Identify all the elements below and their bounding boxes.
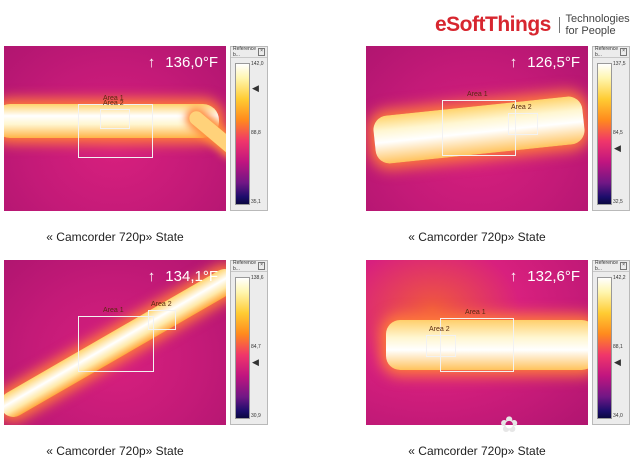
- area-2-label: Area 2: [511, 104, 532, 111]
- thermal-image: ↑ 126,5°F Area 1 Area 2: [366, 46, 588, 211]
- temperature-value: 136,0°F: [165, 54, 218, 71]
- scale-min: 30,9: [251, 413, 261, 419]
- max-temperature: ↑ 134,1°F: [148, 268, 218, 285]
- area-1-box[interactable]: Area 1: [78, 307, 154, 372]
- temperature-value: 134,1°F: [165, 268, 218, 285]
- scale-mid: 88,1: [613, 344, 623, 350]
- area-1-label: Area 1: [103, 307, 124, 314]
- area-1-label: Area 1: [467, 91, 488, 98]
- reference-bar: Reference b... × 142,2 88,1 34,0 ◀: [592, 260, 630, 425]
- area-1-label: Area 1: [103, 95, 124, 102]
- panel-caption: « Camcorder 720p» State: [46, 230, 184, 244]
- watermark-icon: ✿: [500, 412, 519, 437]
- scale-min: 35,1: [251, 199, 261, 205]
- scale-max: 142,0: [251, 61, 264, 67]
- reference-bar-title: Reference b...: [595, 260, 619, 272]
- scale-max: 138,6: [251, 275, 264, 281]
- up-arrow-icon: ↑: [147, 54, 156, 71]
- area-1-box[interactable]: Area 1: [440, 309, 514, 372]
- reference-bar-title: Reference b...: [233, 260, 257, 272]
- thermal-panel-2: ↑ 126,5°F Area 1 Area 2 Reference b... × …: [366, 46, 636, 244]
- thermal-image: ↑ 136,0°F Area 1 Area 2: [4, 46, 226, 211]
- temperature-value: 132,6°F: [527, 268, 580, 285]
- panel-caption: « Camcorder 720p» State: [408, 230, 546, 244]
- thermal-panel-3: ↑ 134,1°F Area 1 Area 2 Reference b... × …: [4, 260, 274, 458]
- color-scale: [235, 63, 250, 205]
- brand-logo: eSoftThings: [435, 13, 551, 36]
- close-icon[interactable]: ×: [620, 48, 627, 56]
- color-scale: [597, 63, 612, 205]
- max-temperature: ↑ 132,6°F: [510, 268, 580, 285]
- thermal-image: ↑ 134,1°F Area 1 Area 2: [4, 260, 226, 425]
- area-2-label: Area 2: [151, 301, 172, 308]
- thermal-panel-1: ↑ 136,0°F Area 1 Area 2 Reference b... × …: [4, 46, 274, 244]
- reference-bar: Reference b... × 137,5 84,5 32,5 ◀: [592, 46, 630, 211]
- temperature-value: 126,5°F: [527, 54, 580, 71]
- area-2-box[interactable]: Area 2: [148, 301, 176, 330]
- max-temperature: ↑ 126,5°F: [510, 54, 580, 71]
- brand-tagline: Technologies for People: [565, 13, 630, 37]
- scale-max: 137,5: [613, 61, 626, 67]
- scale-marker-arrow-icon: ◀: [614, 143, 621, 153]
- reference-bar-title: Reference b...: [595, 46, 619, 58]
- scale-marker-arrow-icon: ◀: [252, 83, 259, 93]
- reference-bar: Reference b... × 142,0 88,8 35,1 ◀: [230, 46, 268, 211]
- area-2-box[interactable]: Area 2: [100, 100, 130, 129]
- color-scale: [235, 277, 250, 419]
- up-arrow-icon: ↑: [147, 268, 156, 285]
- panel-caption: « Camcorder 720p» State: [408, 444, 546, 458]
- area-1-box[interactable]: Area 1: [78, 95, 153, 158]
- area-2-box[interactable]: Area 2: [426, 326, 456, 357]
- max-temperature: ↑ 136,0°F: [148, 54, 218, 71]
- up-arrow-icon: ↑: [509, 268, 518, 285]
- scale-max: 142,2: [613, 275, 626, 281]
- scale-mid: 84,7: [251, 344, 261, 350]
- brand-divider: [558, 17, 560, 33]
- thermal-panel-4: ↑ 132,6°F Area 1 Area 2 Reference b... × …: [366, 260, 636, 458]
- scale-marker-arrow-icon: ◀: [614, 357, 621, 367]
- area-1-label: Area 1: [465, 309, 486, 316]
- close-icon[interactable]: ×: [258, 262, 265, 270]
- scale-min: 34,0: [613, 413, 623, 419]
- scale-mid: 88,8: [251, 130, 261, 136]
- area-2-box[interactable]: Area 2: [508, 104, 538, 135]
- scale-mid: 84,5: [613, 130, 623, 136]
- scale-marker-arrow-icon: ◀: [252, 357, 259, 367]
- area-2-label: Area 2: [429, 326, 450, 333]
- area-2-label: Area 2: [103, 100, 124, 107]
- color-scale: [597, 277, 612, 419]
- reference-bar-title: Reference b...: [233, 46, 257, 58]
- close-icon[interactable]: ×: [258, 48, 265, 56]
- area-1-box[interactable]: Area 1: [442, 91, 516, 156]
- thermal-image: ↑ 132,6°F Area 1 Area 2: [366, 260, 588, 425]
- up-arrow-icon: ↑: [509, 54, 518, 71]
- brand-header: eSoftThings Technologies for People: [435, 10, 640, 40]
- panel-caption: « Camcorder 720p» State: [46, 444, 184, 458]
- close-icon[interactable]: ×: [620, 262, 627, 270]
- reference-bar: Reference b... × 138,6 84,7 30,9 ◀: [230, 260, 268, 425]
- scale-min: 32,5: [613, 199, 623, 205]
